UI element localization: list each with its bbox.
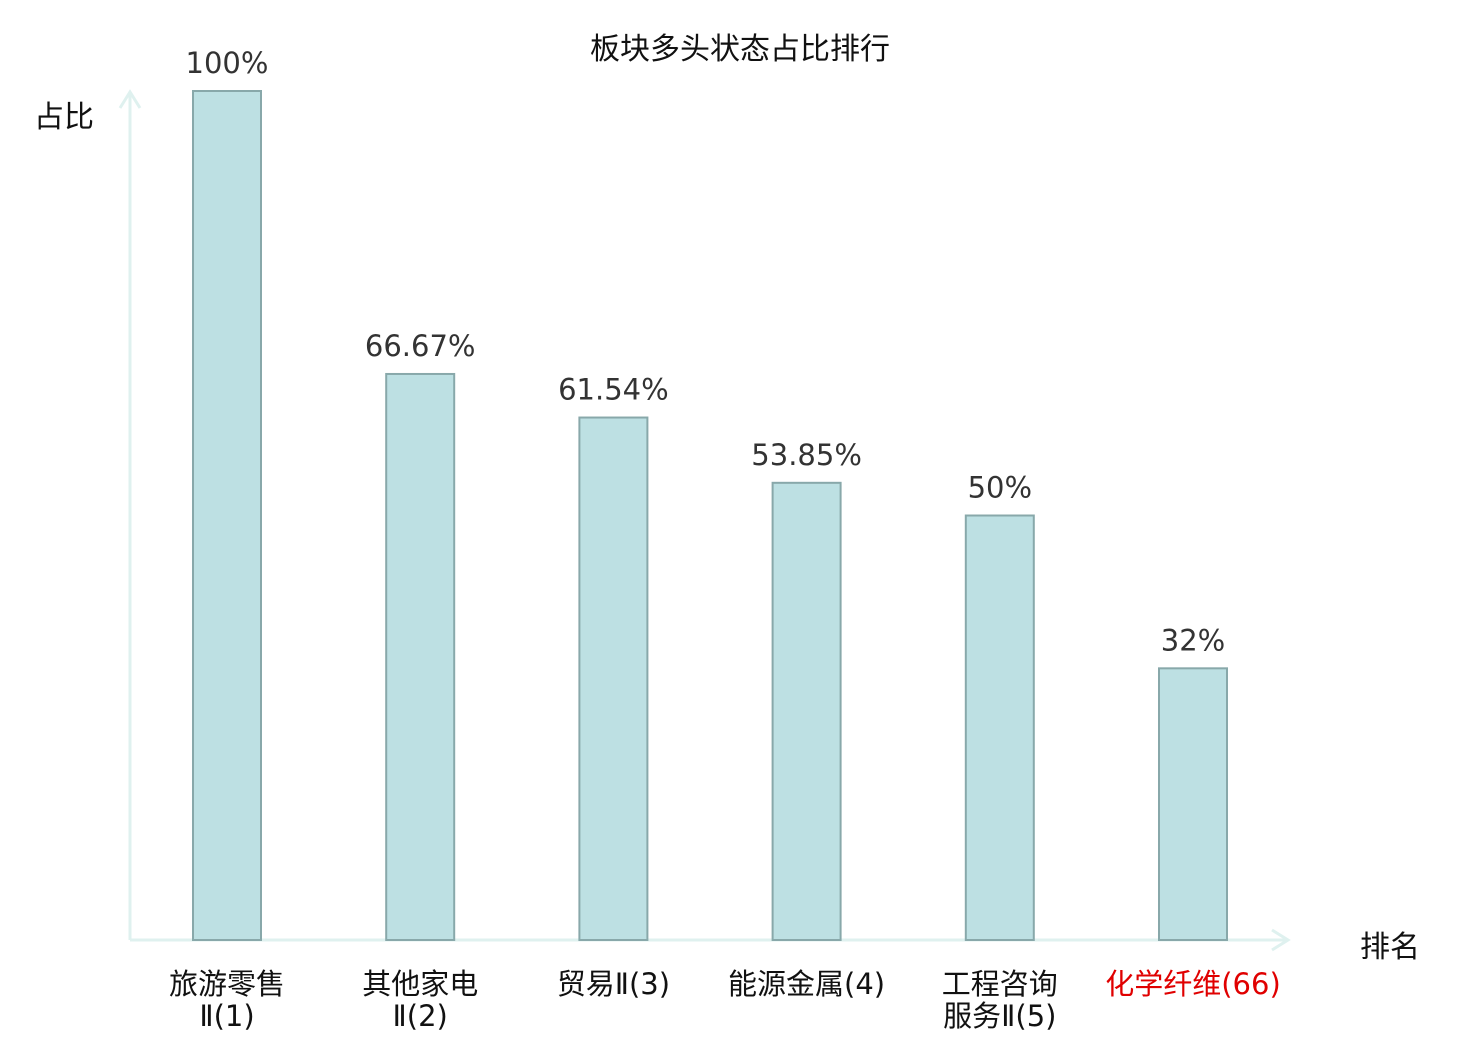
x-tick-label: 旅游零售 (169, 967, 285, 1001)
x-axis-label: 排名 (1360, 930, 1420, 965)
x-tick-label: 服务Ⅱ(5) (943, 999, 1056, 1033)
bar (964, 514, 1035, 941)
x-tick-label: 工程咨询 (942, 967, 1058, 1001)
data-label: 32% (1161, 623, 1225, 657)
y-axis-label: 占比 (34, 100, 94, 135)
x-tick-label: Ⅱ(2) (393, 999, 448, 1033)
bar (192, 90, 262, 941)
x-tick-label: 其他家电 (362, 967, 478, 1001)
data-label: 100% (186, 46, 269, 80)
x-tick-label: 贸易Ⅱ(3) (557, 967, 670, 1001)
x-tick-label: 能源金属(4) (728, 967, 885, 1001)
x-tick-label: 化学纤维(66) (1105, 967, 1281, 1001)
data-label: 50% (968, 471, 1032, 505)
x-tick-label: Ⅱ(1) (199, 999, 254, 1033)
data-label: 61.54% (558, 373, 669, 407)
y-axis-arrow (118, 89, 142, 109)
data-label: 53.85% (751, 438, 862, 472)
data-label: 66.67% (365, 329, 476, 363)
bar (578, 416, 649, 941)
bar (771, 481, 842, 941)
bar (385, 372, 456, 942)
x-axis-arrow (1271, 928, 1291, 952)
chart-title: 板块多头状态占比排行 (590, 32, 890, 67)
bar (1158, 667, 1228, 941)
